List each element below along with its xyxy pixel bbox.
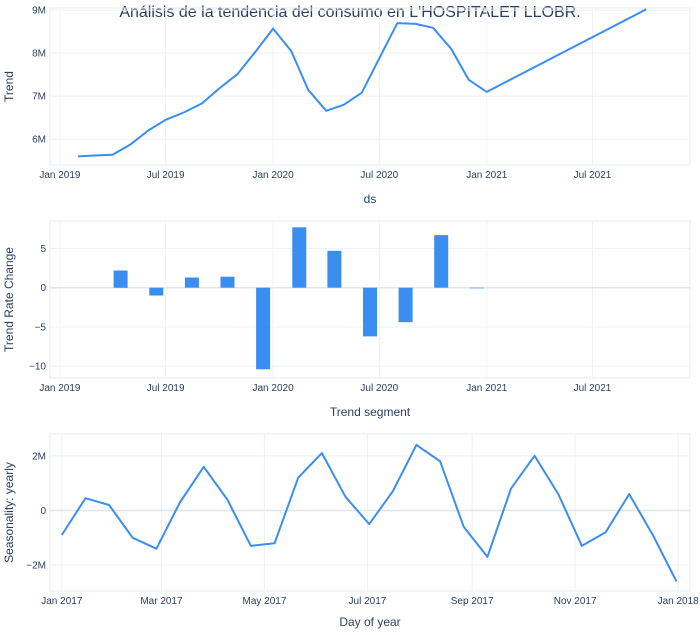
- y-tick-label: −2M: [26, 561, 46, 572]
- y-tick-label: −10: [29, 362, 46, 373]
- x-tick-label: Jan 2021: [466, 383, 508, 394]
- x-tick-label: Jul 2020: [360, 383, 398, 394]
- x-tick-label: Jan 2021: [466, 170, 508, 181]
- x-tick-label: Mar 2017: [140, 596, 183, 607]
- x-tick-label: Nov 2017: [554, 596, 597, 607]
- x-tick-label: Jan 2019: [39, 383, 81, 394]
- y-tick-label: 6M: [32, 135, 46, 146]
- x-tick-label: Jul 2021: [574, 170, 612, 181]
- x-axis-title: Day of year: [339, 615, 400, 629]
- panel-2: Jan 2019 Jul 2019 Jan 2020 Jul 2020 Jan 2021…: [2, 220, 691, 419]
- panel-3: Jan 2017 Mar 2017 May 2017 Jul 2017 Sep 2017…: [2, 433, 700, 629]
- x-axis-title: ds: [364, 192, 377, 206]
- y-tick-label: −5: [35, 322, 47, 333]
- x-tick-label: May 2017: [242, 596, 286, 607]
- bar: [292, 227, 307, 288]
- x-axis-title: Trend segment: [330, 405, 411, 419]
- bar: [398, 287, 413, 323]
- x-tick-label: Jul 2019: [147, 170, 185, 181]
- plot-frame: [49, 7, 691, 166]
- y-tick-label: 0: [40, 283, 46, 294]
- series-line: [77, 8, 647, 158]
- x-tick-label: Jul 2019: [147, 383, 185, 394]
- plot-frame: [49, 220, 691, 379]
- x-tick-label: Jul 2021: [574, 383, 612, 394]
- series-line: [60, 443, 678, 582]
- bar: [363, 287, 377, 337]
- y-tick-label: 7M: [32, 92, 46, 103]
- chart-title: Análisis de la tendencia del consumo en …: [119, 4, 580, 21]
- y-tick-label: 9M: [32, 6, 46, 17]
- bar: [469, 287, 484, 289]
- x-tick-label: Jan 2018: [658, 596, 700, 607]
- bar: [113, 270, 128, 288]
- x-tick-label: Jul 2017: [349, 596, 387, 607]
- x-tick-label: Jan 2020: [252, 170, 294, 181]
- y-axis-title: Trend: [2, 71, 16, 102]
- x-tick-label: Sep 2017: [451, 596, 494, 607]
- bar: [256, 287, 271, 370]
- bar: [220, 276, 235, 288]
- bar: [327, 250, 342, 288]
- x-tick-label: Jan 2017: [41, 596, 83, 607]
- bar: [184, 277, 199, 288]
- y-axis-title: Trend Rate Change: [2, 247, 16, 352]
- y-tick-label: 0: [40, 506, 46, 517]
- x-tick-label: Jan 2020: [252, 383, 294, 394]
- plot-frame: [49, 433, 691, 592]
- y-axis-title: Seasonality: yearly: [2, 462, 16, 563]
- y-tick-label: 5: [40, 244, 46, 255]
- y-tick-label: 8M: [32, 49, 46, 60]
- bar: [434, 235, 449, 288]
- bar: [149, 287, 164, 296]
- panel-1: Jan 2019 Jul 2019 Jan 2020 Jul 2020 Jan 2021…: [2, 6, 691, 206]
- x-tick-label: Jan 2019: [39, 170, 81, 181]
- x-tick-label: Jul 2020: [360, 170, 398, 181]
- y-tick-label: 2M: [32, 451, 46, 462]
